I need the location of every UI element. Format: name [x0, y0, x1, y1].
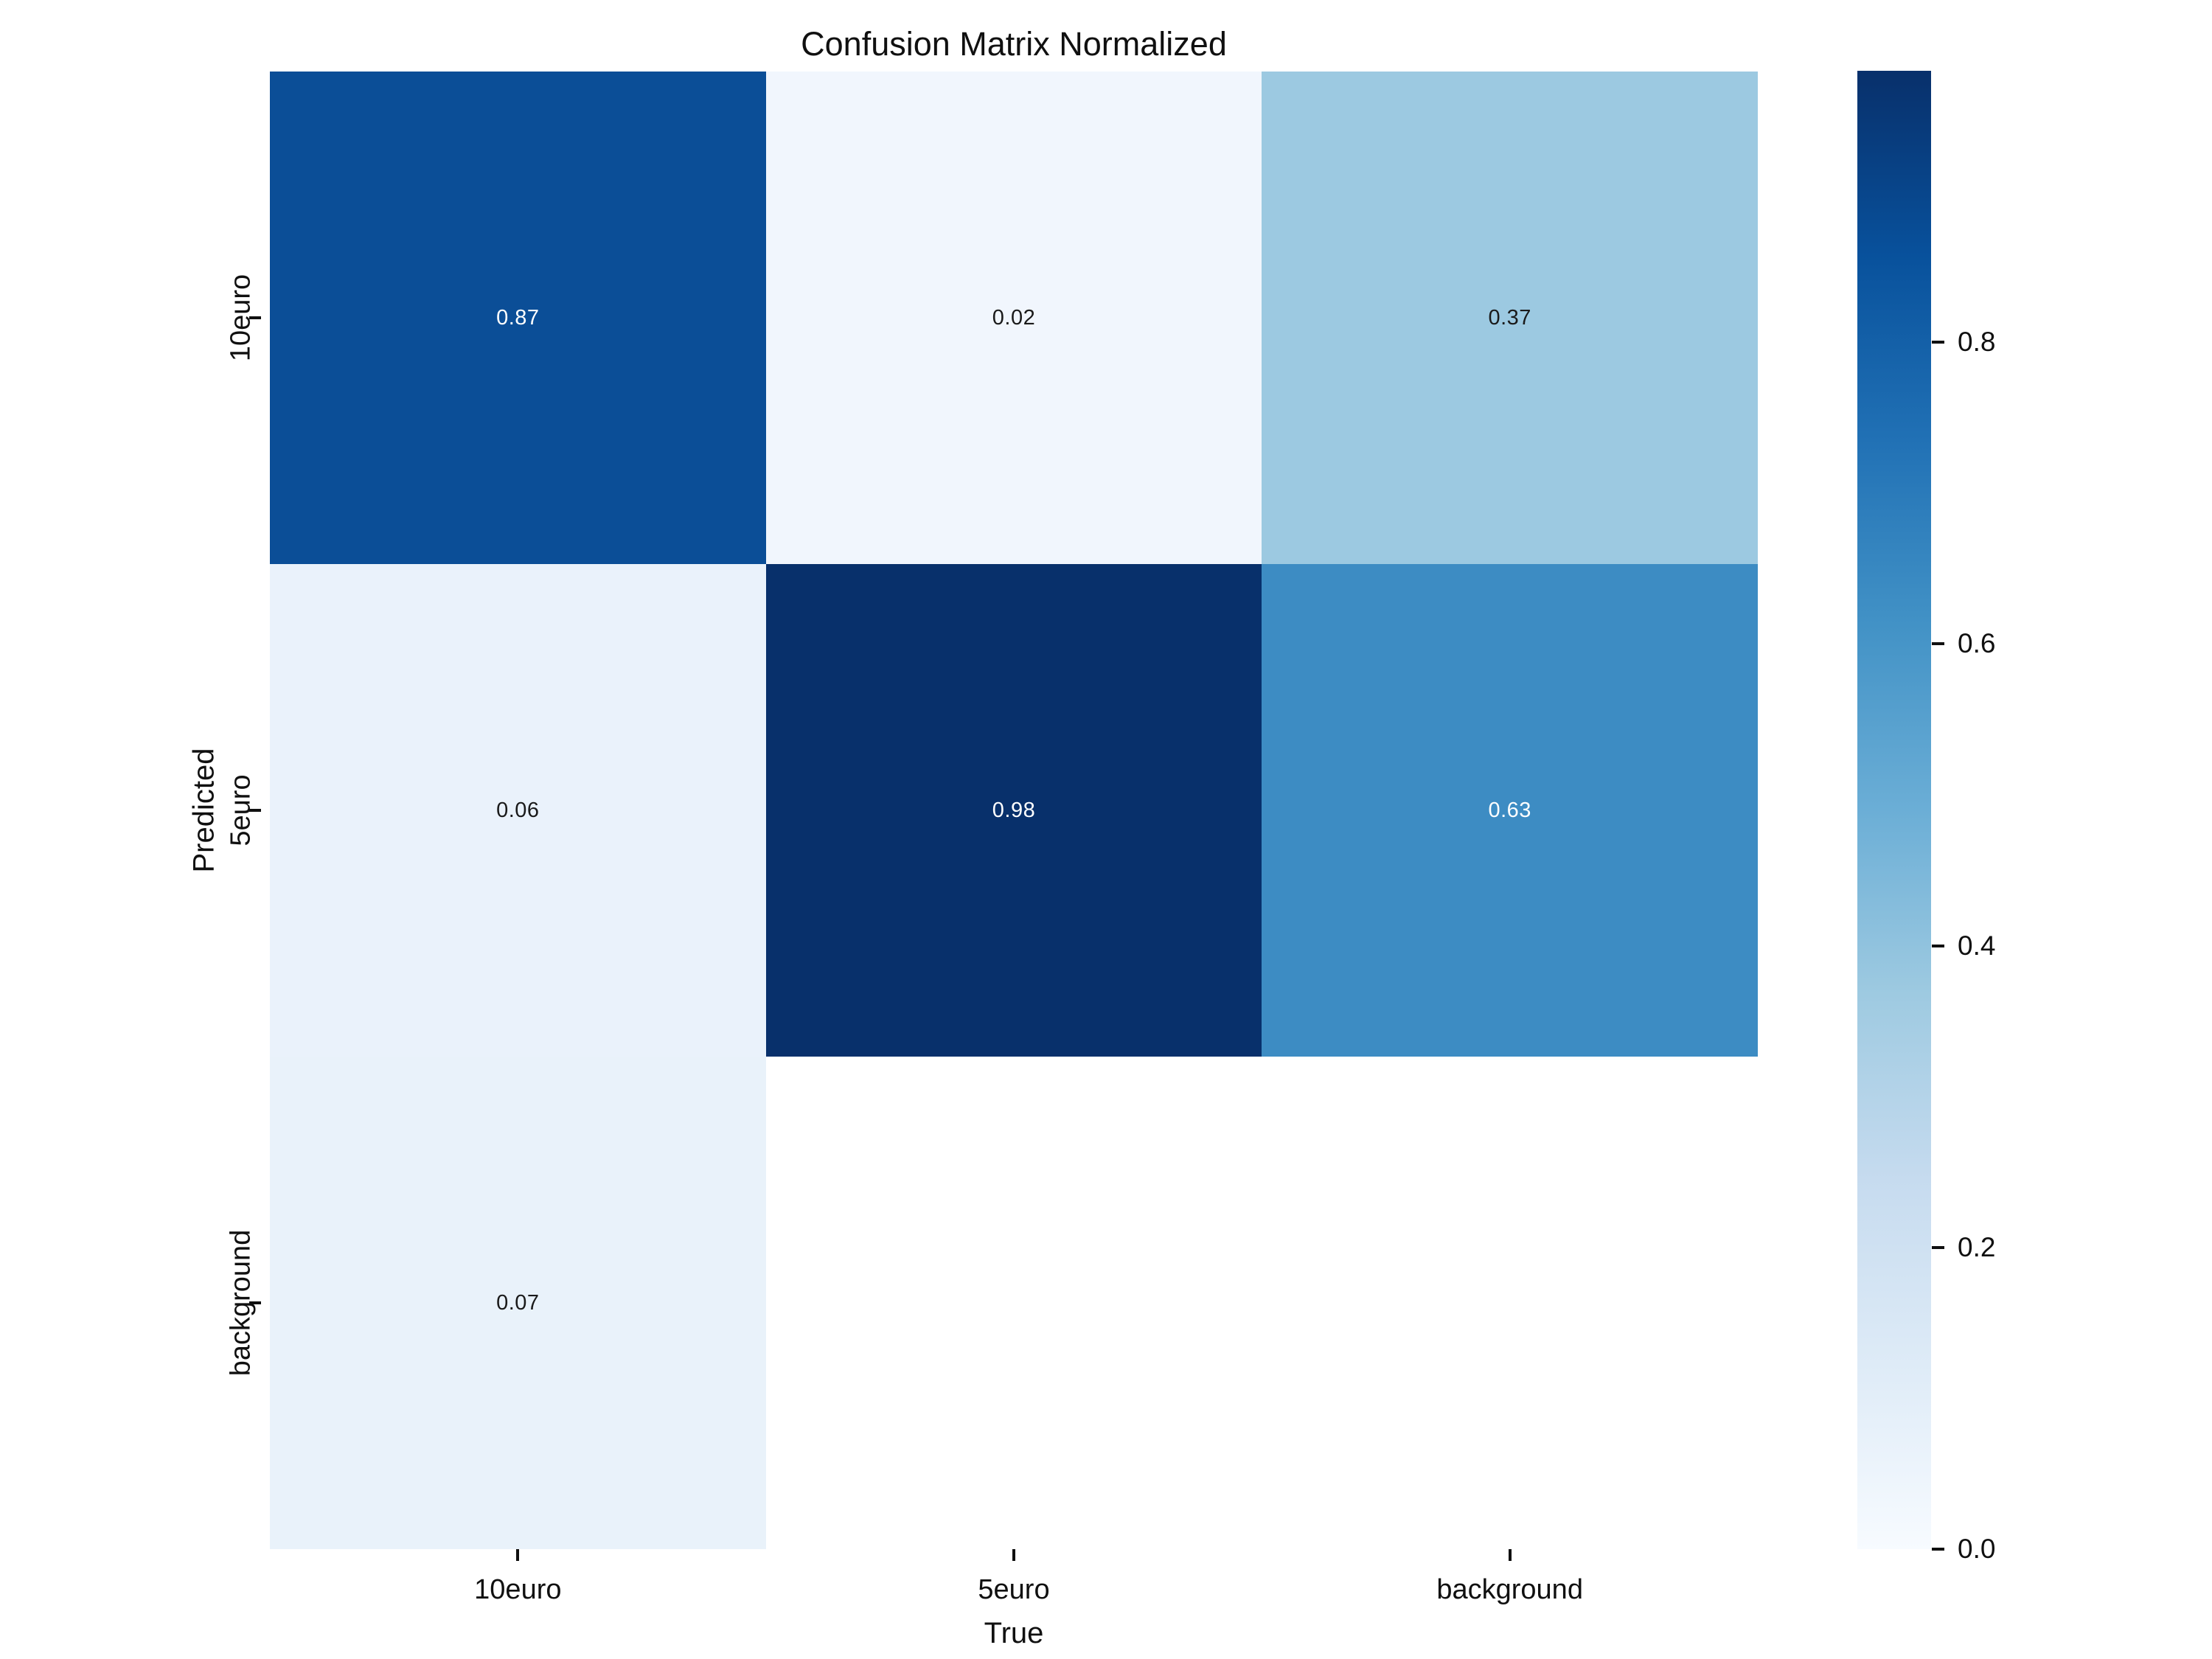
- colorbar-tick-mark: [1932, 1548, 1944, 1551]
- heatmap-grid: 0.87 0.02 0.37 0.06 0.98 0.63 0.07: [270, 72, 1758, 1549]
- heatmap-cell-5euro-background: 0.63: [1262, 564, 1758, 1057]
- x-axis-label: True: [984, 1617, 1044, 1649]
- colorbar-tick-mark: [1932, 944, 1944, 947]
- cell-annotation: 0.06: [496, 798, 540, 822]
- y-tick-mark: [249, 809, 261, 812]
- cell-annotation: 0.02: [992, 305, 1036, 330]
- colorbar-tick-label-0.6: 0.6: [1958, 628, 1996, 659]
- cell-annotation: 0.63: [1488, 798, 1531, 822]
- cell-annotation: 0.98: [992, 798, 1036, 822]
- heatmap-cell-background-5euro: [765, 1057, 1262, 1549]
- y-tick-mark: [249, 1301, 261, 1304]
- colorbar-tick-label-0.2: 0.2: [1958, 1231, 1996, 1262]
- colorbar-tick-label-0.0: 0.0: [1958, 1534, 1996, 1564]
- y-tick-label-background: background: [225, 1229, 257, 1377]
- x-tick-label-10euro: 10euro: [474, 1574, 562, 1605]
- cell-annotation: 0.07: [496, 1290, 540, 1315]
- colorbar-tick-label-0.8: 0.8: [1958, 327, 1996, 358]
- heatmap-cell-background-10euro: 0.07: [270, 1057, 766, 1549]
- y-axis-label: Predicted: [187, 748, 220, 873]
- x-tick-mark: [1012, 1549, 1015, 1561]
- x-tick-label-background: background: [1436, 1574, 1583, 1605]
- heatmap-cell-10euro-background: 0.37: [1262, 72, 1758, 564]
- y-tick-mark: [249, 316, 261, 319]
- y-tick-label-5euro: 5euro: [225, 774, 257, 846]
- chart-title: Confusion Matrix Normalized: [801, 25, 1227, 63]
- heatmap-cell-background-background: [1262, 1057, 1758, 1549]
- cell-annotation: 0.37: [1488, 305, 1531, 330]
- colorbar-gradient: [1857, 71, 1931, 1549]
- y-tick-label-10euro: 10euro: [225, 274, 257, 362]
- colorbar-tick-mark: [1932, 1245, 1944, 1249]
- colorbar-tick-label-0.4: 0.4: [1958, 930, 1996, 961]
- x-tick-label-5euro: 5euro: [978, 1574, 1050, 1605]
- x-tick-mark: [516, 1549, 520, 1561]
- colorbar-tick-mark: [1932, 341, 1944, 344]
- colorbar-tick-mark: [1932, 642, 1944, 646]
- colorbar: [1857, 71, 1931, 1549]
- heatmap-cell-5euro-5euro: 0.98: [765, 564, 1262, 1057]
- cell-annotation: 0.87: [496, 305, 540, 330]
- heatmap-cell-10euro-5euro: 0.02: [765, 72, 1262, 564]
- x-tick-mark: [1508, 1549, 1512, 1561]
- heatmap-cell-5euro-10euro: 0.06: [270, 564, 766, 1057]
- heatmap-cell-10euro-10euro: 0.87: [270, 72, 766, 564]
